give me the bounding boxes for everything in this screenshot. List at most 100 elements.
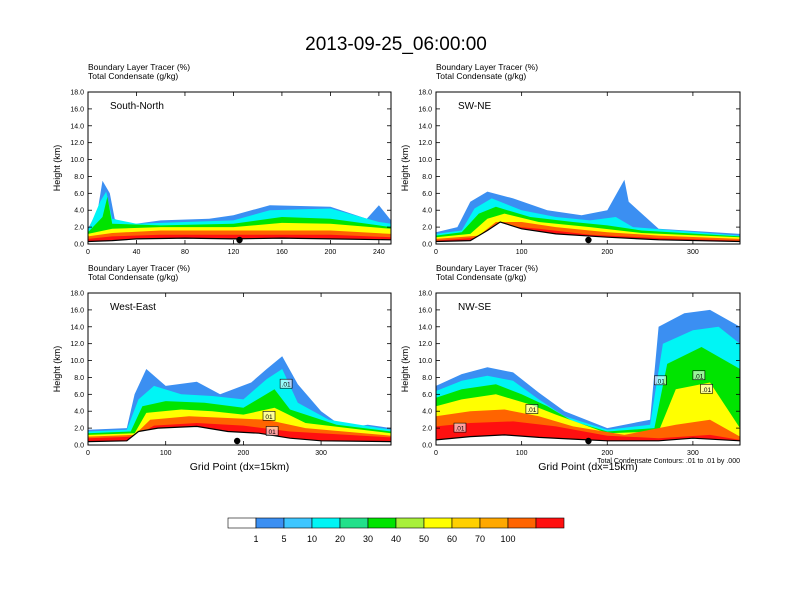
panel-label: South-North	[110, 101, 164, 112]
y-tick-label: 6.0	[74, 191, 84, 198]
x-tick-label: 100	[160, 450, 172, 457]
panel-subtitle: Total Condensate (g/kg)	[88, 71, 178, 81]
y-tick-label: 4.0	[74, 208, 84, 215]
y-tick-label: 0.0	[422, 242, 432, 249]
x-tick-label: 300	[687, 249, 699, 256]
contour-label-box	[654, 375, 667, 386]
location-marker	[585, 236, 592, 244]
contour-label-box	[692, 370, 706, 381]
plot-frame	[87, 292, 392, 446]
panel-subtitle: Boundary Layer Tracer (%)	[88, 62, 190, 72]
colorbar-swatch	[311, 517, 341, 529]
terrain-line	[436, 221, 740, 243]
terrain-fill	[436, 222, 740, 244]
colorbar-swatch	[423, 517, 453, 529]
colorbar-label: 50	[419, 534, 429, 544]
tracer-field	[88, 180, 391, 244]
y-axis-label: Height (km)	[52, 145, 62, 192]
colorbar-label: 60	[447, 534, 457, 544]
y-tick-label: 18.0	[418, 291, 432, 298]
contour-label: .01	[694, 373, 703, 380]
figure-title: 2013-09-25_06:00:00	[305, 34, 487, 55]
x-axis-label: Grid Point (dx=15km)	[190, 461, 290, 473]
y-tick-label: 8.0	[74, 375, 84, 382]
y-tick-label: 14.0	[70, 123, 84, 130]
y-tick-label: 2.0	[422, 426, 432, 433]
contour-label-box	[262, 410, 276, 421]
contour-label: 01	[265, 414, 273, 421]
colorbar-swatch	[395, 517, 425, 529]
y-tick-label: 16.0	[418, 307, 432, 314]
panel-subtitle: Total Condensate (g/kg)	[436, 71, 526, 81]
panel-west-east: Boundary Layer Tracer (%)Total Condensat…	[52, 263, 392, 473]
colorbar-label: 70	[475, 534, 485, 544]
terrain-line	[436, 434, 740, 442]
contour-label-box	[525, 404, 539, 414]
colorbar-label: 5	[281, 534, 286, 544]
panels: Boundary Layer Tracer (%)Total Condensat…	[52, 62, 741, 473]
y-axis-label: Height (km)	[52, 346, 62, 393]
x-tick-label: 300	[687, 450, 699, 457]
plot-frame	[435, 292, 741, 446]
y-tick-label: 4.0	[422, 409, 432, 416]
y-tick-label: 16.0	[418, 106, 432, 113]
panel-subtitle: Boundary Layer Tracer (%)	[436, 263, 538, 273]
x-tick-label: 240	[373, 249, 385, 256]
colorbar-swatch	[451, 517, 481, 529]
x-tick-label: 200	[325, 249, 337, 256]
x-tick-label: 200	[601, 249, 613, 256]
colorbar: 1 5 10 20 30 40 50 60 70 100	[227, 517, 565, 544]
panel-sw-ne: Boundary Layer Tracer (%)Total Condensat…	[400, 62, 741, 256]
y-tick-label: 10.0	[418, 358, 432, 365]
colorbar-swatch	[367, 517, 397, 529]
contour-label-box	[700, 383, 713, 394]
panel-label: SW-NE	[458, 101, 491, 112]
contour-label: .01	[282, 382, 291, 389]
y-tick-label: 6.0	[422, 191, 432, 198]
x-tick-label: 100	[516, 450, 528, 457]
y-tick-label: 4.0	[74, 409, 84, 416]
colorbar-swatch	[283, 517, 313, 529]
y-tick-label: 0.0	[422, 443, 432, 450]
y-tick-label: 8.0	[422, 174, 432, 181]
y-axis-label: Height (km)	[400, 145, 410, 192]
contour-label: 01	[269, 429, 277, 436]
contour-label: .01	[702, 387, 711, 394]
y-tick-label: 2.0	[422, 225, 432, 232]
y-axis-label: Height (km)	[400, 346, 410, 393]
location-marker	[585, 437, 592, 445]
y-tick-label: 0.0	[74, 443, 84, 450]
x-tick-label: 0	[86, 450, 90, 457]
contour-label: .01	[527, 407, 536, 414]
y-tick-label: 4.0	[422, 208, 432, 215]
x-tick-label: 200	[238, 450, 250, 457]
location-marker	[236, 236, 243, 244]
y-tick-label: 12.0	[418, 341, 432, 348]
x-tick-label: 120	[228, 249, 240, 256]
contour-footnote: Total Condensate Contours: .01 to .01 by…	[597, 458, 740, 465]
y-tick-label: 16.0	[70, 106, 84, 113]
colorbar-swatch	[535, 517, 565, 529]
colorbar-label: 1	[253, 534, 258, 544]
colorbar-swatch	[507, 517, 537, 529]
x-axis-label: Grid Point (dx=15km)	[538, 461, 638, 473]
x-tick-label: 0	[86, 249, 90, 256]
colorbar-swatch	[339, 517, 369, 529]
y-tick-label: 10.0	[70, 157, 84, 164]
panel-subtitle: Total Condensate (g/kg)	[436, 272, 526, 282]
panel-subtitle: Boundary Layer Tracer (%)	[88, 263, 190, 273]
y-tick-label: 6.0	[422, 392, 432, 399]
y-tick-label: 10.0	[418, 157, 432, 164]
plot-frame	[87, 91, 392, 245]
y-tick-label: 12.0	[70, 341, 84, 348]
tracer-field: 01 .01 01	[88, 356, 391, 445]
panel-subtitle: Boundary Layer Tracer (%)	[436, 62, 538, 72]
panel-subtitle: Total Condensate (g/kg)	[88, 272, 178, 282]
x-tick-label: 0	[434, 249, 438, 256]
tracer-field	[436, 179, 740, 244]
colorbar-swatch	[255, 517, 285, 529]
y-tick-label: 6.0	[74, 392, 84, 399]
contour-label-box	[453, 422, 467, 433]
y-tick-label: 8.0	[422, 375, 432, 382]
